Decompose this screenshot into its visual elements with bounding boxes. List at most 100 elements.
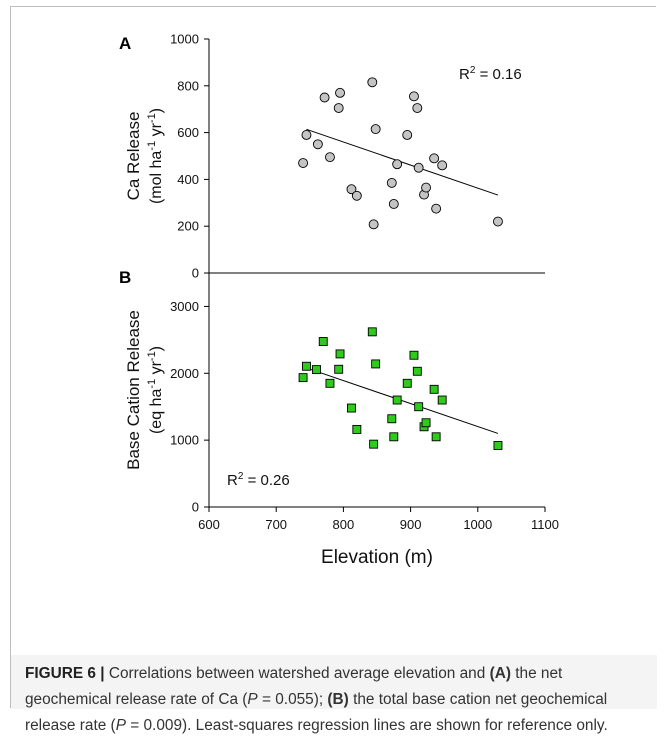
panel-a-data-point	[333, 103, 344, 113]
panel-b-y-tick-label: 0	[192, 500, 199, 515]
y-title-unit-close: )	[148, 346, 165, 351]
panel-a-y-tick-label: 600	[177, 125, 199, 140]
panel-a-y-tick-label: 400	[177, 172, 199, 187]
y-title-unit-close: )	[148, 108, 165, 113]
panel-b-data-point	[392, 395, 402, 405]
panel-a-r-squared-annotation: R2 = 0.16	[459, 65, 522, 83]
panel-a-data-point	[409, 91, 419, 102]
figure-frame: 0 200 400 600 800 1000 A Ca Release (mol ha-1 yr…	[10, 6, 657, 734]
x-tick-label: 1000	[463, 517, 492, 532]
panel-b-data-point	[421, 418, 431, 428]
x-axis-title: Elevation (m)	[321, 547, 433, 568]
panel-a-data-point	[346, 184, 357, 195]
panel-a-data-point	[386, 177, 397, 188]
y-title-unit-open: (mol ha	[148, 151, 165, 204]
panel-b-data-point	[437, 395, 447, 405]
caption-figure-label: FIGURE 6 |	[25, 665, 105, 682]
panel-a-data-point	[431, 203, 442, 214]
caption-segment: = 0.055);	[257, 691, 328, 708]
caption-segment: the net geochemical release rate of Ca (	[25, 665, 563, 708]
panel-a-data-point	[298, 158, 309, 168]
panel-a-data-point	[412, 103, 423, 113]
panel-a-y-tick-label: 0	[192, 266, 199, 281]
r-squared-base: R	[459, 66, 470, 83]
panel-a-data-point	[370, 124, 381, 135]
panel-a-data-point	[335, 87, 345, 98]
panel-b-data-point	[334, 364, 344, 374]
panel-b-data-point	[387, 414, 397, 424]
panel-a-data-point	[437, 160, 448, 171]
panel-b-data-point	[371, 359, 381, 369]
x-tick-label: 600	[198, 517, 220, 532]
x-tick-label: 1100	[531, 517, 559, 532]
panel-a-data-point	[402, 129, 413, 140]
panel-a-data-point	[429, 153, 440, 164]
panel-b-data-point	[335, 349, 345, 359]
panel-a-data-point	[319, 92, 330, 103]
panel-b-y-title-line2: (eq ha-1 yr-1)	[146, 346, 165, 434]
y-title-unit-mid: yr	[148, 360, 165, 378]
y-title-unit-exponent: -1	[146, 351, 158, 361]
panel-b-data-point	[493, 441, 503, 450]
caption-segment: P	[247, 691, 258, 708]
y-title-unit-open: (eq ha	[148, 389, 165, 434]
panel-b-data-point	[325, 378, 335, 388]
panel-a-y-tick-label: 200	[177, 219, 199, 234]
panel-a-data-point	[421, 182, 432, 193]
panel-b-y-tick-label: 2000	[170, 366, 199, 381]
panel-b-data-point	[352, 424, 362, 434]
caption-segment: (B)	[327, 691, 349, 708]
panel-a-data-point	[325, 152, 335, 163]
x-tick-label: 900	[400, 517, 422, 532]
panel-b-data-point	[367, 327, 377, 337]
panel-b-data-point	[409, 350, 419, 360]
panel-b-data-point	[389, 432, 399, 442]
y-title-unit-exponent: -1	[146, 141, 158, 151]
y-title-unit-exponent: -1	[146, 379, 158, 389]
panel-a-data-point	[367, 77, 378, 88]
panel-b-data-point	[312, 365, 321, 375]
panel-a-label: A	[119, 34, 131, 53]
panel-a-y-title-line1: Ca Release	[124, 112, 143, 201]
panel-b-y-tick-label: 3000	[170, 299, 199, 314]
panel-a-data-point	[392, 159, 403, 170]
panel-b-data-point	[301, 361, 311, 371]
panel-a-data-point	[388, 199, 399, 209]
r-squared-value: = 0.26	[243, 472, 289, 489]
panel-b-data-point	[429, 384, 439, 394]
caption-segment: (A)	[489, 665, 511, 682]
y-title-unit-exponent: -1	[146, 113, 158, 123]
panel-a-data-point	[493, 216, 503, 227]
panel-a-y-tick-label: 1000	[170, 32, 199, 47]
caption-segment: P	[115, 717, 126, 734]
figure-area: 0 200 400 600 800 1000 A Ca Release (mol ha-1 yr…	[11, 7, 657, 656]
panel-a-data-point	[301, 129, 312, 140]
panel-b-y-title-line1: Base Cation Release	[124, 310, 143, 470]
panel-a-data-point	[413, 162, 424, 173]
r-squared-value: = 0.16	[475, 66, 521, 83]
r-squared-superscript: 2	[238, 471, 244, 482]
panel-b-regression-line	[306, 367, 499, 434]
panel-b-data-point	[347, 403, 356, 413]
r-squared-base: R	[227, 472, 238, 489]
panel-a-y-tick-label: 800	[177, 78, 199, 93]
panel-a-data-point	[368, 219, 379, 230]
panel-a-regression-line	[306, 128, 499, 196]
panel-a-data-point	[351, 190, 362, 201]
panel-b-data-point	[414, 402, 424, 412]
caption-area: FIGURE 6 | Correlations between watershe…	[11, 655, 657, 734]
panel-b-data-point	[369, 439, 379, 449]
x-tick-label: 700	[265, 517, 287, 532]
panel-b-data-point	[298, 373, 308, 383]
panel-a-data-point	[312, 139, 323, 150]
panel-b-y-tick-label: 1000	[170, 433, 199, 448]
caption-segment: Correlations between watershed average e…	[104, 665, 490, 682]
panel-b-label: B	[119, 268, 131, 287]
panel-a-y-title-line2: (mol ha-1 yr-1)	[146, 108, 165, 204]
y-title-unit-mid: yr	[148, 122, 165, 140]
panel-b-r-squared-annotation: R2 = 0.26	[227, 471, 290, 489]
panel-b-data-point	[402, 378, 412, 388]
r-squared-superscript: 2	[470, 65, 476, 76]
panel-b-data-point	[318, 337, 328, 346]
